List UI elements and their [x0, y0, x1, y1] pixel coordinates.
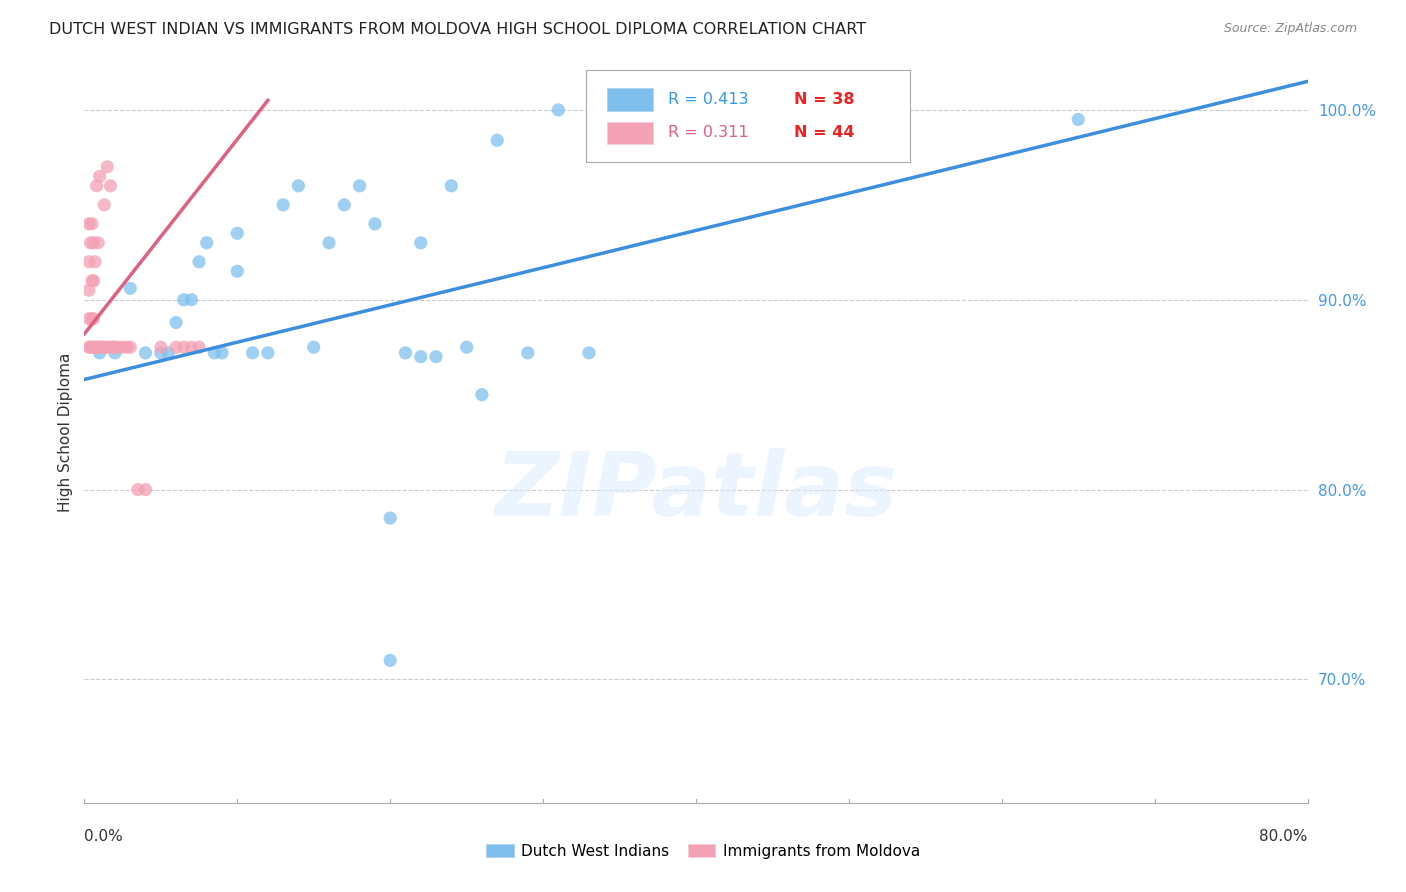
Point: [195, 235, 218, 250]
Point: [173, 293, 195, 307]
Point: [89, 169, 111, 184]
Point: [111, 340, 134, 354]
Point: [104, 340, 127, 354]
Text: Source: ZipAtlas.com: Source: ZipAtlas.com: [1223, 22, 1357, 36]
Point: [83, 274, 105, 288]
Point: [318, 235, 340, 250]
FancyBboxPatch shape: [586, 70, 910, 162]
Text: ZIPatlas: ZIPatlas: [495, 449, 897, 535]
Point: [180, 293, 202, 307]
Point: [127, 483, 149, 497]
Point: [211, 346, 233, 360]
Point: [96, 160, 118, 174]
Point: [87, 340, 110, 354]
Point: [516, 346, 538, 360]
Point: [120, 281, 142, 295]
Point: [86, 340, 108, 354]
Point: [84, 254, 107, 268]
Text: 80.0%: 80.0%: [1260, 830, 1308, 845]
Point: [91, 340, 114, 354]
Point: [226, 264, 249, 278]
Point: [180, 340, 202, 354]
Point: [364, 217, 387, 231]
Point: [380, 511, 402, 525]
Point: [333, 198, 356, 212]
Text: R = 0.413: R = 0.413: [668, 92, 748, 107]
Point: [202, 346, 225, 360]
Point: [302, 340, 325, 354]
Point: [149, 340, 172, 354]
Point: [135, 346, 157, 360]
Point: [188, 254, 211, 268]
Point: [80, 340, 103, 354]
Point: [77, 340, 100, 354]
Point: [165, 316, 187, 330]
Point: [84, 340, 107, 354]
Point: [409, 350, 432, 364]
Point: [77, 283, 100, 297]
Point: [120, 340, 142, 354]
Point: [547, 103, 569, 117]
Point: [80, 311, 103, 326]
FancyBboxPatch shape: [606, 88, 654, 111]
Point: [349, 178, 371, 193]
Point: [90, 340, 112, 354]
Point: [89, 346, 111, 360]
Point: [409, 235, 432, 250]
Point: [486, 133, 509, 147]
Point: [115, 340, 138, 354]
Point: [97, 340, 120, 354]
Point: [80, 217, 103, 231]
Point: [257, 346, 280, 360]
Legend: Dutch West Indians, Immigrants from Moldova: Dutch West Indians, Immigrants from Mold…: [479, 838, 927, 864]
Point: [104, 346, 127, 360]
Point: [79, 235, 101, 250]
Point: [157, 346, 180, 360]
Point: [83, 311, 105, 326]
Text: 0.0%: 0.0%: [84, 830, 124, 845]
Point: [165, 340, 187, 354]
Point: [456, 340, 478, 354]
Point: [94, 340, 117, 354]
Point: [101, 340, 124, 354]
Point: [394, 346, 416, 360]
Point: [77, 311, 100, 326]
Text: N = 38: N = 38: [794, 92, 855, 107]
Text: N = 44: N = 44: [794, 125, 855, 140]
Point: [149, 346, 172, 360]
Point: [1067, 112, 1090, 127]
Point: [107, 340, 129, 354]
Point: [471, 387, 494, 401]
Point: [79, 340, 101, 354]
Point: [578, 346, 600, 360]
Point: [242, 346, 264, 360]
Point: [83, 340, 105, 354]
Point: [188, 340, 211, 354]
Point: [425, 350, 447, 364]
Point: [173, 340, 195, 354]
Point: [80, 274, 103, 288]
Text: R = 0.311: R = 0.311: [668, 125, 748, 140]
Point: [77, 217, 100, 231]
Point: [77, 254, 100, 268]
Point: [93, 198, 115, 212]
Point: [103, 340, 125, 354]
Point: [89, 340, 111, 354]
Point: [86, 178, 108, 193]
Point: [83, 235, 105, 250]
Point: [287, 178, 309, 193]
Point: [135, 483, 157, 497]
Point: [440, 178, 463, 193]
Point: [226, 227, 249, 241]
FancyBboxPatch shape: [606, 121, 654, 144]
Point: [98, 178, 121, 193]
Text: DUTCH WEST INDIAN VS IMMIGRANTS FROM MOLDOVA HIGH SCHOOL DIPLOMA CORRELATION CHA: DUTCH WEST INDIAN VS IMMIGRANTS FROM MOL…: [49, 22, 866, 37]
Y-axis label: High School Diploma: High School Diploma: [58, 353, 73, 512]
Point: [380, 653, 402, 667]
Point: [87, 235, 110, 250]
Point: [271, 198, 294, 212]
